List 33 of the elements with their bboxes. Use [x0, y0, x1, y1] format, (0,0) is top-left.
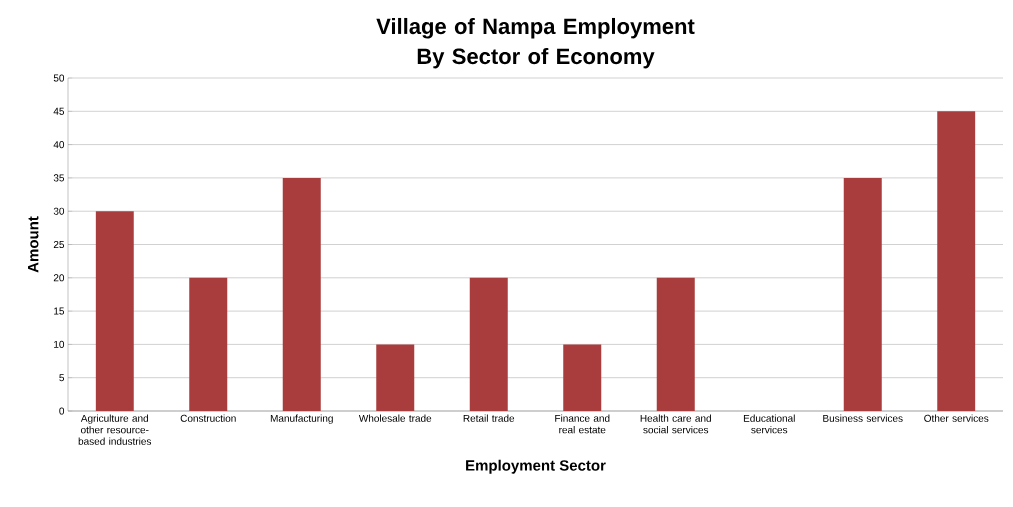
x-tick-label: Manufacturing	[270, 414, 333, 424]
bar	[937, 111, 976, 411]
y-tick-label: 20	[53, 274, 65, 282]
bar	[282, 177, 321, 411]
bar	[376, 344, 415, 411]
x-tick-label: Wholesale trade	[358, 414, 432, 422]
y-axis-title: Amount	[28, 216, 39, 273]
x-tick-label: Retail trade	[463, 414, 515, 422]
y-tick-label: 15	[54, 307, 65, 315]
x-tick-label: Educational services	[743, 414, 795, 434]
y-tick-label: 10	[54, 340, 65, 348]
bar	[843, 177, 882, 411]
y-tick-label: 35	[53, 174, 65, 182]
y-tick-label: 40	[53, 141, 65, 149]
x-axis-title: Employment Sector	[466, 459, 606, 474]
y-tick-label: 50	[53, 74, 65, 82]
bar	[469, 277, 508, 411]
bar	[656, 277, 695, 411]
y-tick-label: 45	[53, 107, 65, 115]
x-tick-label: Agriculture and other resource-based industries	[78, 414, 152, 445]
x-tick-label: Business services	[823, 414, 903, 422]
bar	[95, 211, 134, 411]
x-tick-label: Health care and social services	[640, 414, 711, 434]
bar	[189, 277, 228, 411]
x-tick-label: Other services	[924, 414, 989, 422]
y-tick-label: 5	[59, 374, 65, 382]
bar	[563, 344, 602, 411]
x-tick-label: Finance and real estate	[555, 414, 610, 434]
x-tick-label: Construction	[180, 414, 236, 422]
y-tick-label: 25	[53, 240, 65, 249]
chart-title: Village of Nampa Employment By Sector of Economy	[376, 17, 695, 69]
y-tick-label: 0	[59, 407, 65, 415]
y-tick-label: 30	[53, 207, 65, 215]
